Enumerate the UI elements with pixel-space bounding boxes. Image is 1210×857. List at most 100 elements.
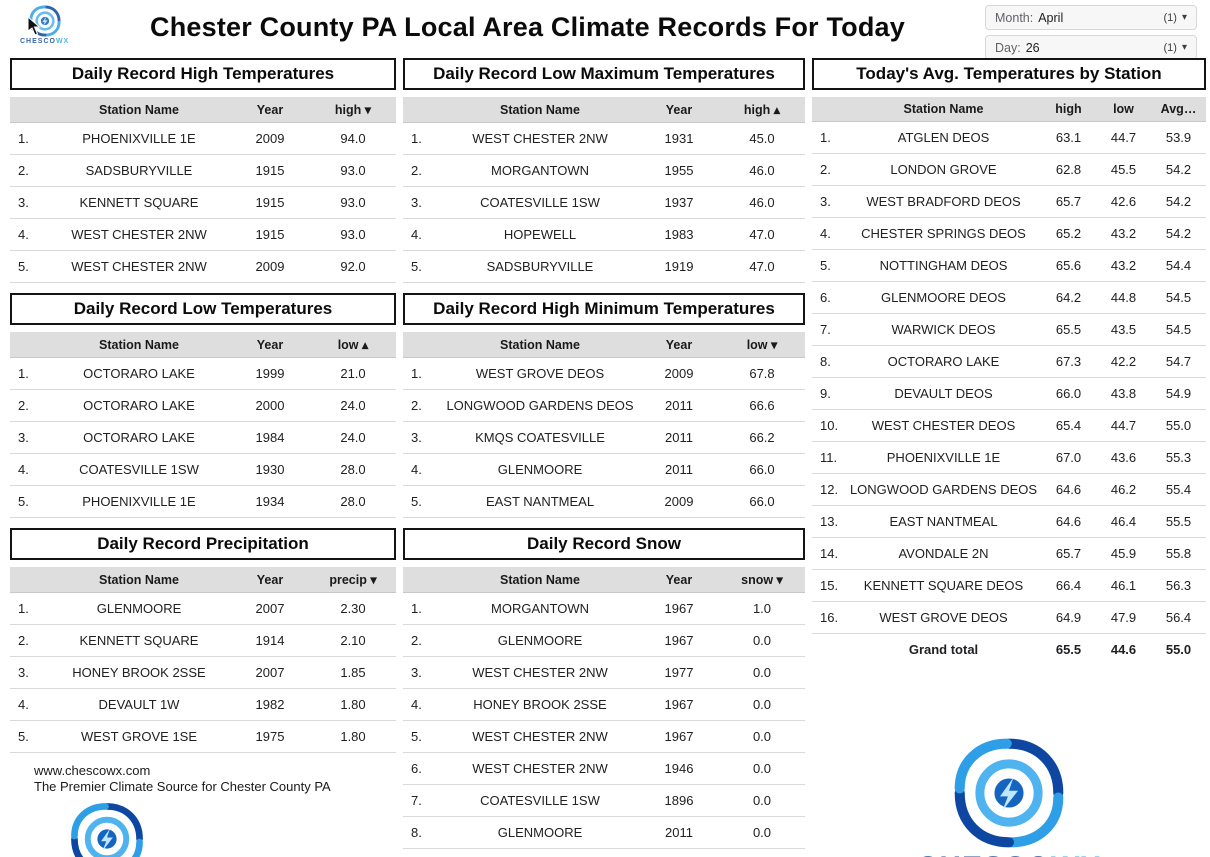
right-column: Today's Avg. Temperatures by Station Sta… xyxy=(812,58,1206,857)
value-cell: 21.0 xyxy=(310,357,396,390)
column-header[interactable]: Year xyxy=(230,97,310,123)
column-header[interactable]: low xyxy=(1096,97,1151,122)
row-index: 2. xyxy=(10,624,48,657)
row-index: 2. xyxy=(403,389,441,422)
record-precip-section: Daily Record Precipitation Station Name Y… xyxy=(10,528,396,753)
column-header[interactable] xyxy=(10,332,48,358)
chescowx-logo-bottom-left: CHESCOWX xyxy=(32,802,182,857)
column-header[interactable]: Station Name xyxy=(48,567,230,593)
month-filter-label: Month: xyxy=(995,10,1034,25)
column-header[interactable] xyxy=(10,97,48,123)
value-cell: 46.2 xyxy=(1096,473,1151,506)
avg-temps-section: Today's Avg. Temperatures by Station Sta… xyxy=(812,58,1206,665)
table-row: 5. PHOENIXVILLE 1E 1934 28.0 xyxy=(10,485,396,518)
column-header[interactable]: snow ▾ xyxy=(719,567,805,593)
station-name: WEST CHESTER 2NW xyxy=(48,250,230,283)
column-header[interactable]: Year xyxy=(230,332,310,358)
column-header[interactable]: high xyxy=(1041,97,1096,122)
table-row: 4. DEVAULT 1W 1982 1.80 xyxy=(10,688,396,721)
value-cell: 1919 xyxy=(639,250,719,283)
month-filter-dropdown[interactable]: Month: April (1) ▾ xyxy=(985,5,1197,30)
row-index: 4. xyxy=(403,453,441,486)
value-cell: 42.6 xyxy=(1096,185,1151,218)
station-name: PHOENIXVILLE 1E xyxy=(48,122,230,155)
station-name: HONEY BROOK 2SSE xyxy=(441,688,639,721)
column-header[interactable] xyxy=(403,567,441,593)
column-header[interactable] xyxy=(812,97,846,122)
chevron-down-icon: ▾ xyxy=(1181,42,1187,53)
row-index: 1. xyxy=(403,357,441,390)
filter-controls: Month: April (1) ▾ Day: 26 (1) ▾ xyxy=(985,5,1197,60)
row-index: 10. xyxy=(812,409,846,442)
table-row: 3. HONEY BROOK 2SSE 2007 1.85 xyxy=(10,656,396,689)
station-name: GLENMOORE xyxy=(441,453,639,486)
day-filter-dropdown[interactable]: Day: 26 (1) ▾ xyxy=(985,35,1197,60)
value-cell: 28.0 xyxy=(310,485,396,518)
brand-text-chesco: CHESCO xyxy=(917,851,1051,857)
column-header[interactable]: Avg… xyxy=(1151,97,1206,122)
value-cell: 2019 xyxy=(639,848,719,857)
grand-total-avg: 55.0 xyxy=(1151,633,1206,665)
day-filter-count: (1) xyxy=(1163,41,1177,54)
value-cell: 55.5 xyxy=(1151,505,1206,538)
value-cell: 45.9 xyxy=(1096,537,1151,570)
station-name: LONGWOOD GARDENS DEOS xyxy=(441,389,639,422)
column-header[interactable]: Year xyxy=(639,567,719,593)
column-header[interactable]: low ▾ xyxy=(719,332,805,358)
chevron-down-icon: ▾ xyxy=(1181,12,1187,23)
table-row: 2. OCTORARO LAKE 2000 24.0 xyxy=(10,389,396,422)
column-header[interactable]: Year xyxy=(639,332,719,358)
value-cell: 62.8 xyxy=(1041,153,1096,186)
station-name: GLENMOORE xyxy=(441,816,639,849)
column-header[interactable] xyxy=(403,97,441,123)
column-header[interactable]: precip ▾ xyxy=(310,567,396,593)
value-cell: 44.7 xyxy=(1096,121,1151,154)
table-row: 1. MORGANTOWN 1967 1.0 xyxy=(403,592,805,625)
column-header[interactable] xyxy=(403,332,441,358)
value-cell: 45.5 xyxy=(1096,153,1151,186)
table-row: 13. EAST NANTMEAL 64.6 46.4 55.5 xyxy=(812,505,1206,538)
column-header[interactable]: Station Name xyxy=(441,332,639,358)
value-cell: 2007 xyxy=(230,592,310,625)
column-header[interactable] xyxy=(10,567,48,593)
table-row: 7. WARWICK DEOS 65.5 43.5 54.5 xyxy=(812,313,1206,346)
table-row: 5. WEST GROVE 1SE 1975 1.80 xyxy=(10,720,396,753)
table-row: 3. KENNETT SQUARE 1915 93.0 xyxy=(10,186,396,219)
table-row: 16. WEST GROVE DEOS 64.9 47.9 56.4 xyxy=(812,601,1206,634)
value-cell: 1955 xyxy=(639,154,719,187)
row-index: 7. xyxy=(812,313,846,346)
value-cell: 2011 xyxy=(639,389,719,422)
table-row: 10. WEST CHESTER DEOS 65.4 44.7 55.0 xyxy=(812,409,1206,442)
table-row: 3. COATESVILLE 1SW 1937 46.0 xyxy=(403,186,805,219)
value-cell: 93.0 xyxy=(310,154,396,187)
column-header[interactable]: Station Name xyxy=(441,567,639,593)
table-row: 2. KENNETT SQUARE 1914 2.10 xyxy=(10,624,396,657)
site-info: www.chescowx.com The Premier Climate Sou… xyxy=(34,763,396,796)
column-header[interactable]: Station Name xyxy=(48,332,230,358)
row-index: 1. xyxy=(403,592,441,625)
column-header[interactable]: high ▾ xyxy=(310,97,396,123)
station-name: PHOENIXVILLE 1E xyxy=(48,485,230,518)
table-title-record-high-min: Daily Record High Minimum Temperatures xyxy=(403,293,805,325)
row-index xyxy=(812,633,846,665)
column-header[interactable]: Station Name xyxy=(441,97,639,123)
column-header[interactable]: Year xyxy=(639,97,719,123)
column-header[interactable]: Station Name xyxy=(48,97,230,123)
value-cell: 94.0 xyxy=(310,122,396,155)
row-index: 9. xyxy=(812,377,846,410)
column-header[interactable]: high ▴ xyxy=(719,97,805,123)
column-header[interactable]: Station Name xyxy=(846,97,1041,122)
row-index: 4. xyxy=(403,688,441,721)
table-row: 1. PHOENIXVILLE 1E 2009 94.0 xyxy=(10,122,396,155)
row-index: 4. xyxy=(10,688,48,721)
column-header[interactable]: low ▴ xyxy=(310,332,396,358)
column-header[interactable]: Year xyxy=(230,567,310,593)
grand-total-label: Grand total xyxy=(846,633,1041,665)
station-name: OCTORARO LAKE xyxy=(48,357,230,390)
station-name: WEST GROVE DEOS xyxy=(441,357,639,390)
table-row: 1. GLENMOORE 2007 2.30 xyxy=(10,592,396,625)
table-row: 1. WEST GROVE DEOS 2009 67.8 xyxy=(403,357,805,390)
station-name: WEST GROVE DEOS xyxy=(846,601,1041,634)
table-title-record-high: Daily Record High Temperatures xyxy=(10,58,396,90)
table-row: 7. COATESVILLE 1SW 1896 0.0 xyxy=(403,784,805,817)
